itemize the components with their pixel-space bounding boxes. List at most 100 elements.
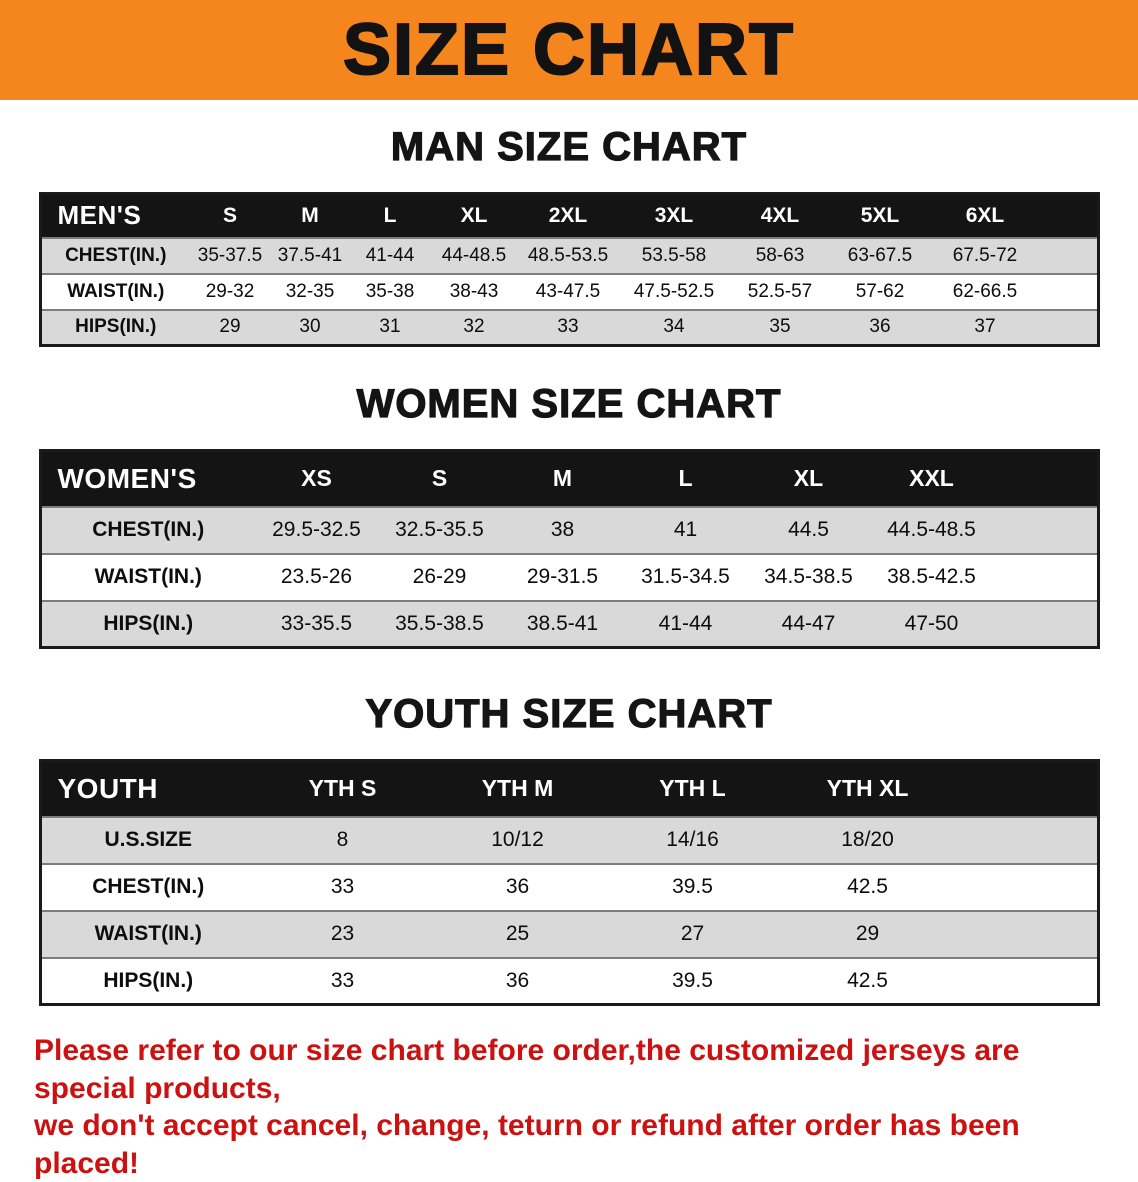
mens-section: MAN SIZE CHART MEN'S S M L XL 2XL 3XL 4XL 5XL 6XL… xyxy=(0,124,1138,347)
size-value-cell: 27 xyxy=(680,922,705,945)
size-header-cell: S xyxy=(222,203,237,227)
size-header-cell: YTH XL xyxy=(826,775,909,802)
row-label: WAIST(IN.) xyxy=(94,922,202,945)
row-label: CHEST(IN.) xyxy=(92,875,205,898)
row-label: CHEST(IN.) xyxy=(65,244,167,266)
size-value-cell: 38-43 xyxy=(449,280,499,302)
size-value-cell: 63-67.5 xyxy=(847,244,913,266)
size-value-cell: 29 xyxy=(219,316,241,338)
size-header-cell: 4XL xyxy=(760,203,800,227)
size-value-cell: 38 xyxy=(550,518,575,541)
size-value-cell: 47-50 xyxy=(904,611,959,635)
banner: SIZE CHART xyxy=(0,0,1138,100)
size-value-cell: 25 xyxy=(505,922,530,945)
size-value-cell: 29 xyxy=(855,922,880,945)
size-header-cell: L xyxy=(678,465,693,492)
size-value-cell: 67.5-72 xyxy=(952,244,1018,266)
spacer-cell xyxy=(955,864,1098,911)
disclaimer-line-2: we don't accept cancel, change, teturn o… xyxy=(34,1109,1020,1180)
size-header-cell: 5XL xyxy=(860,203,900,227)
size-value-cell: 23 xyxy=(330,922,355,945)
row-label: WAIST(IN.) xyxy=(67,280,165,302)
size-header-cell: 6XL xyxy=(965,203,1005,227)
size-value-cell: 43-47.5 xyxy=(535,280,601,302)
size-header-cell: XS xyxy=(301,465,332,492)
size-header-cell: XXL xyxy=(909,465,954,492)
size-value-cell: 35-38 xyxy=(365,280,415,302)
size-value-cell: 35.5-38.5 xyxy=(395,611,484,635)
size-value-cell: 10/12 xyxy=(491,828,544,851)
table-title-cell: WOMEN'S xyxy=(57,462,197,494)
spacer-cell xyxy=(993,451,1098,507)
row-label: U.S.SIZE xyxy=(104,828,193,851)
mens-size-table: MEN'S S M L XL 2XL 3XL 4XL 5XL 6XL CHEST(IN.) 35-37… xyxy=(38,192,1100,347)
size-header-cell: YTH L xyxy=(659,775,726,802)
womens-size-table: WOMEN'S XS S M L XL XXL CHEST(IN.) 29.5-32.5 32.5… xyxy=(38,449,1100,649)
size-value-cell: 32-35 xyxy=(285,280,335,302)
size-value-cell: 44.5 xyxy=(788,518,829,541)
size-value-cell: 29.5-32.5 xyxy=(272,518,361,541)
row-label: HIPS(IN.) xyxy=(103,611,194,635)
spacer-cell xyxy=(955,911,1098,958)
spacer-cell xyxy=(1040,194,1098,238)
size-value-cell: 34.5-38.5 xyxy=(764,565,853,588)
table-row: CHEST(IN.) 33 36 39.5 42.5 xyxy=(40,863,1098,911)
table-row: CHEST(IN.) 29.5-32.5 32.5-35.5 38 41 44.5 44.5… xyxy=(40,506,1098,554)
size-value-cell: 32 xyxy=(463,316,485,338)
size-value-cell: 41-44 xyxy=(365,244,415,266)
size-value-cell: 35 xyxy=(769,316,791,338)
size-value-cell: 44.5-48.5 xyxy=(887,518,976,541)
size-value-cell: 14/16 xyxy=(666,828,719,851)
table-row: HIPS(IN.) 33-35.5 35.5-38.5 38.5-41 41-44 44-… xyxy=(40,600,1098,648)
row-label: HIPS(IN.) xyxy=(103,968,194,992)
size-value-cell: 62-66.5 xyxy=(952,280,1018,302)
header-row: WOMEN'S XS S M L XL XXL xyxy=(40,450,1098,507)
size-value-cell: 29-32 xyxy=(205,280,255,302)
spacer-cell xyxy=(1040,238,1098,274)
spacer-cell xyxy=(1040,310,1098,346)
size-value-cell: 33 xyxy=(557,316,579,338)
size-value-cell: 44-48.5 xyxy=(441,244,507,266)
size-value-cell: 53.5-58 xyxy=(641,244,707,266)
size-value-cell: 23.5-26 xyxy=(280,565,353,588)
size-value-cell: 30 xyxy=(299,316,321,338)
spacer-cell xyxy=(1040,274,1098,310)
row-label: CHEST(IN.) xyxy=(92,518,205,541)
size-value-cell: 38.5-42.5 xyxy=(887,565,976,588)
size-value-cell: 39.5 xyxy=(672,875,713,898)
size-value-cell: 41 xyxy=(673,518,698,541)
size-value-cell: 32.5-35.5 xyxy=(395,518,484,541)
size-value-cell: 38.5-41 xyxy=(526,611,599,635)
size-value-cell: 34 xyxy=(663,316,685,338)
youth-section-heading: YOUTH SIZE CHART xyxy=(365,691,773,736)
size-value-cell: 36 xyxy=(505,968,530,992)
size-header-cell: M xyxy=(301,203,319,227)
header-row: YOUTH YTH S YTH M YTH L YTH XL xyxy=(40,760,1098,817)
size-value-cell: 33 xyxy=(330,968,355,992)
size-value-cell: 35-37.5 xyxy=(197,244,263,266)
table-row: CHEST(IN.) 35-37.5 37.5-41 41-44 44-48.5 48.5… xyxy=(40,237,1098,274)
size-value-cell: 33-35.5 xyxy=(280,611,353,635)
size-header-cell: M xyxy=(552,465,573,492)
size-header-cell: XL xyxy=(793,465,824,492)
size-value-cell: 57-62 xyxy=(855,280,905,302)
size-value-cell: 48.5-53.5 xyxy=(527,244,609,266)
size-header-cell: 3XL xyxy=(654,203,694,227)
size-value-cell: 44-47 xyxy=(781,611,836,635)
table-row: WAIST(IN.) 23.5-26 26-29 29-31.5 31.5-34.5 34… xyxy=(40,553,1098,601)
size-value-cell: 31 xyxy=(379,316,401,338)
table-row: U.S.SIZE 8 10/12 14/16 18/20 xyxy=(40,816,1098,864)
size-header-cell: YTH M xyxy=(481,775,554,802)
row-label: WAIST(IN.) xyxy=(94,565,202,588)
disclaimer-line-1: Please refer to our size chart before or… xyxy=(34,1034,1020,1105)
table-row: WAIST(IN.) 23 25 27 29 xyxy=(40,910,1098,958)
row-label: HIPS(IN.) xyxy=(75,316,157,338)
womens-section-heading: WOMEN SIZE CHART xyxy=(356,381,782,426)
spacer-cell xyxy=(955,761,1098,817)
size-value-cell: 29-31.5 xyxy=(526,565,599,588)
size-header-cell: XL xyxy=(460,203,488,227)
size-header-cell: YTH S xyxy=(308,775,377,802)
size-value-cell: 37.5-41 xyxy=(277,244,343,266)
size-value-cell: 36 xyxy=(505,875,530,898)
size-header-cell: 2XL xyxy=(548,203,588,227)
